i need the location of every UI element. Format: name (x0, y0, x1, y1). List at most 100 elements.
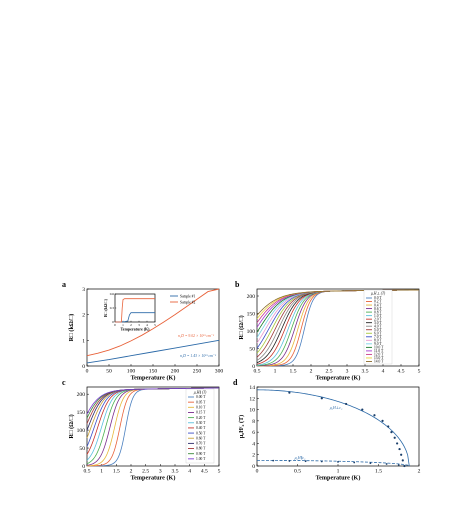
panel-d-point-par (403, 465, 406, 467)
panel-d-point-perp (400, 453, 403, 456)
panel-c-xtick-label: 4 (188, 469, 191, 475)
panel-d-fit-par (257, 459, 410, 467)
panel-a-ytick-label: 0 (82, 364, 85, 370)
panel-b-ytick-label: 100 (247, 329, 256, 335)
panel-d: d 0 0.5 1 1.5 2 0 2 4 6 8 10 12 14 Temperature (K) μ₀Hᶜ… (233, 378, 421, 482)
panel-c-legend-label: 0.20 T (196, 416, 206, 420)
panel-d-ytick-label: 12 (249, 396, 255, 402)
panel-a-inset-xlabel: Temperature (K) (121, 327, 151, 332)
panel-b-ytick-label: 0 (252, 364, 255, 370)
panel-a-inset-xtick-label: 2 (130, 323, 132, 327)
panel-a-inset-ytick-label: 0.6 (110, 292, 115, 296)
panel-d-xtick-label: 2 (418, 469, 421, 475)
panel-c-legend-label: 0.40 T (196, 426, 206, 430)
panel-b-legend-label: 11.0 T (374, 349, 384, 353)
panel-a-xtick-label: 150 (149, 369, 158, 375)
panel-a-annotation-n2: n₂D = 9.02 × 10¹³ cm⁻² (178, 334, 215, 338)
panel-c-ylabel: R□ (Ω/□) (68, 414, 75, 438)
panel-d-xtick-label: 1.5 (375, 469, 382, 475)
panel-d-point-perp (398, 447, 401, 451)
panel-b-legend-title: μ₀H⊥ (T) (371, 292, 386, 296)
panel-d-ytick-label: 6 (252, 430, 255, 436)
panel-b-legend: μ₀H⊥ (T)0.0 T0.2 T0.4 T0.6 T0.8 T1.0 T2.… (363, 289, 393, 365)
panel-d-point-perp (396, 442, 399, 445)
panel-a-inset-xtick-label: 5 (154, 323, 156, 327)
panel-a-xtick-label: 50 (106, 369, 112, 375)
panel-d-point-par (353, 461, 356, 464)
panel-d-xtick-label: 0.5 (294, 469, 301, 475)
panel-b-legend-label: 12.0 T (374, 353, 384, 357)
panel-d-point-perp (401, 459, 404, 462)
panel-a-letter: a (62, 280, 66, 289)
panel-d-letter: d (233, 378, 238, 387)
panel-c-letter: c (62, 378, 66, 387)
panel-a-xtick-label: 0 (86, 369, 89, 375)
panel-d-point-perp (373, 414, 376, 417)
panel-c-legend-label: 0.60 T (196, 436, 206, 440)
panel-a-legend-label: Sample #2 (180, 300, 195, 304)
panel-b-legend-label: 10.0 T (374, 346, 384, 350)
panel-d-point-par (320, 460, 323, 463)
panel-b-ytick-label: 200 (247, 294, 256, 300)
panel-d-point-perp (345, 402, 348, 406)
panel-d-point-perp (393, 436, 396, 439)
panel-b-legend-label: 4.0 T (374, 324, 382, 328)
panel-a-series-2 (86, 288, 220, 357)
panel-b-frame (256, 288, 420, 367)
panel-b-legend-label: 7.0 T (374, 335, 382, 339)
panel-c-xlabel: Temperature (K) (131, 475, 176, 482)
panel-a-xtick-label: 200 (171, 369, 180, 375)
panel-a-inset-frame (114, 293, 156, 323)
panel-c-xtick-label: 2 (130, 469, 133, 475)
panel-a-xtick-label: 100 (127, 369, 136, 375)
panel-a-ytick-label: 3 (82, 287, 85, 293)
panel-b-xtick-label: 3.5 (362, 369, 369, 375)
panel-b: b0.5 1 1.5 2 2.5 3 3.5 4 4.5 5050100150200Tempera… (235, 280, 421, 382)
panel-a-legend-label: Sample #1 (180, 294, 195, 298)
panel-c-legend-label: 0.30 T (196, 421, 206, 425)
panel-a-ytick-label: 2 (82, 313, 85, 319)
panel-d-point-par (337, 461, 339, 463)
panel-a-ytick-label: 1 (82, 338, 85, 344)
panel-b-legend-label: 1.0 T (374, 314, 382, 318)
panel-a-inset-ytick-label: 0 (112, 320, 114, 324)
panel-b-legend-label: 3.0 T (374, 321, 382, 325)
panel-b-legend-label: 6.0 T (374, 331, 382, 335)
panel-c-legend-title: μ₀H∥ (T) (194, 391, 207, 395)
panel-d-point-par (397, 464, 400, 466)
panel-d-point-perp (361, 408, 364, 411)
panel-b-xtick-label: 0.5 (254, 369, 261, 375)
panel-d-point-perp (320, 397, 323, 400)
panel-b-legend-label: 8.0 T (374, 339, 382, 343)
panel-d-xtick-label: 0 (256, 469, 259, 475)
panel-b-series-18 (256, 289, 420, 320)
panel-d-fit-perp (256, 389, 410, 467)
panel-c-xtick-label: 3.5 (172, 469, 179, 475)
panel-b-xtick-label: 5 (418, 369, 421, 375)
panel-c-ytick-label: 50 (79, 446, 85, 452)
panel-b-legend-label: 5.0 T (374, 328, 382, 332)
panel-b-legend-label: 0.4 T (374, 303, 382, 307)
panel-d-ylabel: μ₀Hᶜ₂ (T) (238, 415, 245, 438)
panel-a-inset-xtick-label: 4 (146, 323, 148, 327)
panel-c-xtick-label: 0.5 (84, 469, 91, 475)
panel-d-ytick-label: 8 (252, 419, 255, 425)
panel-b-series-11 (256, 289, 420, 354)
panel-a-inset-series-1 (115, 312, 155, 323)
panel-d-point-par (385, 463, 388, 465)
panel-c-legend-label: 0.50 T (196, 431, 206, 435)
panel-d-ytick-label: 10 (249, 408, 255, 414)
panel-b-legend-label: 14.0 T (374, 360, 384, 364)
panel-c-xtick-label: 5 (218, 469, 221, 475)
panel-b-series-8 (256, 289, 420, 364)
panel-a-annotation-n1: n₂D = 1.43 × 10¹³ cm⁻² (180, 354, 217, 358)
panel-b-xtick-label: 4.5 (398, 369, 405, 375)
panel-d-label-perp: μ₀H⊥c₂ (330, 406, 343, 410)
panel-d-ytick-label: 0 (252, 464, 255, 470)
panel-d-point-par (369, 462, 372, 465)
panel-a-inset-ytick-label: 0.3 (110, 306, 115, 310)
panel-d-point-perp (288, 391, 291, 394)
